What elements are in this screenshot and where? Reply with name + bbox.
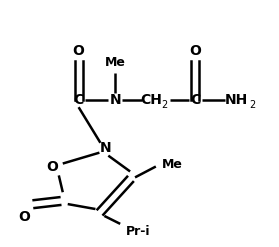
Text: C: C [73, 93, 84, 107]
Text: Pr-i: Pr-i [126, 225, 150, 238]
Text: 2: 2 [162, 100, 168, 110]
Text: CH: CH [140, 93, 162, 107]
Text: C: C [190, 93, 201, 107]
Text: NH: NH [224, 93, 248, 107]
Text: O: O [73, 44, 85, 58]
Text: Me: Me [105, 56, 126, 69]
Text: O: O [18, 210, 30, 224]
Text: Me: Me [162, 158, 183, 171]
Text: O: O [46, 161, 58, 174]
Text: N: N [100, 141, 111, 155]
Text: O: O [189, 44, 201, 58]
Text: N: N [109, 93, 121, 107]
Text: 2: 2 [250, 100, 256, 110]
